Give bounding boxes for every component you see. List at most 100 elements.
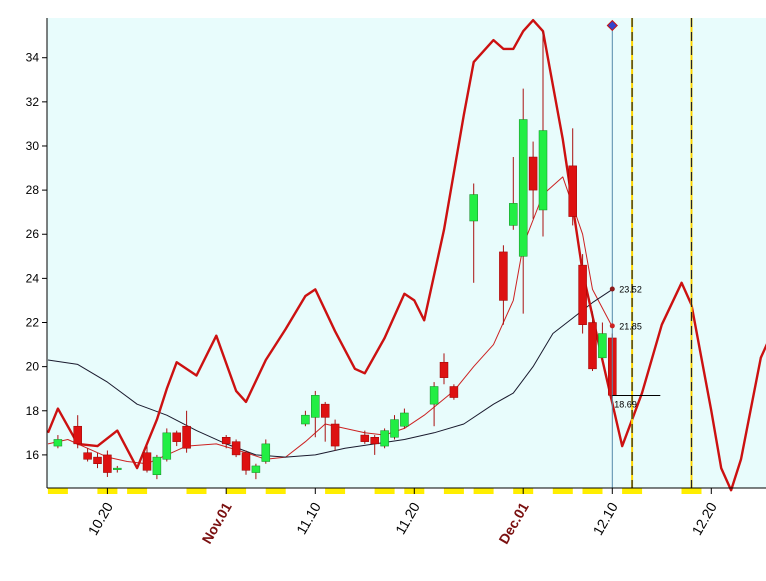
candle[interactable] bbox=[449, 384, 459, 400]
bear-candle-body[interactable] bbox=[182, 425, 191, 449]
candle[interactable] bbox=[311, 390, 320, 438]
bull-candle-body[interactable] bbox=[301, 414, 310, 425]
bull-candle-body[interactable] bbox=[469, 194, 478, 222]
cycle-projection-line bbox=[46, 19, 766, 492]
bull-candle-body[interactable] bbox=[311, 395, 320, 418]
candle[interactable] bbox=[241, 450, 251, 475]
bear-candle-body[interactable] bbox=[330, 423, 340, 447]
bear-candle-body[interactable] bbox=[588, 322, 597, 370]
candle[interactable] bbox=[152, 454, 162, 480]
y-tick-label: 20 bbox=[26, 360, 40, 374]
bear-candle-body[interactable] bbox=[241, 452, 251, 471]
bear-candle-body[interactable] bbox=[320, 403, 330, 418]
value-label: 23.52 bbox=[619, 284, 642, 294]
bear-candle-body[interactable] bbox=[568, 165, 577, 217]
candle[interactable] bbox=[538, 31, 548, 237]
bull-candle-body[interactable] bbox=[518, 119, 528, 257]
candle[interactable] bbox=[73, 415, 82, 449]
candle[interactable] bbox=[172, 430, 181, 447]
bear-candle-body[interactable] bbox=[83, 452, 92, 460]
x-tick-label: 12.10 bbox=[590, 499, 621, 538]
candle[interactable] bbox=[528, 141, 538, 219]
weekend-mark bbox=[226, 488, 247, 494]
y-tick-label: 34 bbox=[26, 51, 40, 65]
bull-candle-body[interactable] bbox=[113, 467, 122, 470]
bull-candle-body[interactable] bbox=[152, 456, 162, 476]
bear-candle-body[interactable] bbox=[360, 434, 370, 442]
bull-candle-body[interactable] bbox=[538, 130, 548, 211]
candle[interactable] bbox=[103, 450, 112, 477]
candle[interactable] bbox=[578, 254, 587, 334]
y-tick-label: 24 bbox=[26, 271, 40, 285]
weekend-mark bbox=[186, 488, 207, 494]
bear-candle-body[interactable] bbox=[142, 452, 152, 471]
candle[interactable] bbox=[261, 439, 271, 464]
y-tick-label: 26 bbox=[26, 227, 40, 241]
candle[interactable] bbox=[400, 408, 409, 429]
bull-candle-body[interactable] bbox=[429, 386, 439, 405]
candle[interactable] bbox=[509, 157, 518, 230]
weekend-marks bbox=[47, 488, 702, 494]
bear-candle-body[interactable] bbox=[172, 432, 181, 442]
y-tick-label: 22 bbox=[26, 316, 40, 330]
bull-candle-body[interactable] bbox=[162, 432, 172, 460]
bear-candle-body[interactable] bbox=[439, 361, 449, 378]
candle[interactable] bbox=[182, 410, 191, 453]
bear-candle-body[interactable] bbox=[103, 454, 112, 473]
bear-candle-body[interactable] bbox=[578, 264, 587, 325]
candle[interactable] bbox=[588, 311, 597, 372]
weekend-mark bbox=[265, 488, 286, 494]
candle[interactable] bbox=[83, 448, 92, 462]
candle[interactable] bbox=[142, 446, 152, 473]
bull-candle-body[interactable] bbox=[251, 465, 261, 473]
bull-candle-body[interactable] bbox=[509, 203, 518, 226]
candle[interactable] bbox=[231, 439, 241, 458]
bear-candle-body[interactable] bbox=[231, 441, 241, 456]
bull-candle-body[interactable] bbox=[380, 430, 389, 447]
weekend-mark bbox=[443, 488, 464, 494]
value-label: 18.69 bbox=[614, 400, 637, 410]
candle[interactable] bbox=[380, 428, 389, 449]
candle[interactable] bbox=[162, 428, 172, 462]
bear-candle-body[interactable] bbox=[449, 386, 459, 398]
bear-candle-body[interactable] bbox=[528, 156, 538, 191]
candle[interactable] bbox=[93, 452, 102, 469]
candle[interactable] bbox=[429, 382, 439, 427]
candle[interactable] bbox=[113, 465, 122, 473]
bull-candle-body[interactable] bbox=[400, 412, 409, 427]
candle[interactable] bbox=[439, 353, 449, 385]
bear-candle-body[interactable] bbox=[499, 251, 508, 301]
candle[interactable] bbox=[53, 435, 63, 449]
weekend-mark bbox=[127, 488, 148, 494]
bear-candle-body[interactable] bbox=[73, 425, 82, 445]
long-moving-average-line bbox=[47, 288, 613, 458]
candle[interactable] bbox=[390, 415, 399, 440]
candle[interactable] bbox=[598, 322, 607, 361]
candle[interactable] bbox=[499, 245, 508, 325]
weekend-mark bbox=[622, 488, 643, 494]
weekend-mark bbox=[374, 488, 395, 494]
weekend-mark bbox=[47, 488, 68, 494]
bull-candle-body[interactable] bbox=[390, 419, 399, 438]
candle[interactable] bbox=[568, 128, 577, 226]
weekend-mark bbox=[552, 488, 573, 494]
candle[interactable] bbox=[518, 88, 528, 314]
candle[interactable] bbox=[360, 430, 370, 444]
candle[interactable] bbox=[469, 183, 478, 283]
value-label: 21.85 bbox=[619, 321, 642, 331]
bull-candle-body[interactable] bbox=[53, 439, 63, 447]
weekend-mark bbox=[681, 488, 702, 494]
bull-candle-body[interactable] bbox=[598, 333, 607, 359]
candle[interactable] bbox=[370, 435, 379, 455]
cursor-diamond-icon[interactable] bbox=[606, 19, 618, 32]
candle[interactable] bbox=[221, 435, 231, 449]
candle[interactable] bbox=[301, 410, 310, 427]
bear-candle-body[interactable] bbox=[221, 436, 231, 445]
bear-candle-body[interactable] bbox=[93, 456, 102, 464]
candle[interactable] bbox=[320, 401, 330, 442]
candle[interactable] bbox=[251, 463, 261, 480]
bull-candle-body[interactable] bbox=[261, 443, 271, 462]
bear-candle-body[interactable] bbox=[370, 436, 379, 445]
candle[interactable] bbox=[330, 419, 340, 451]
